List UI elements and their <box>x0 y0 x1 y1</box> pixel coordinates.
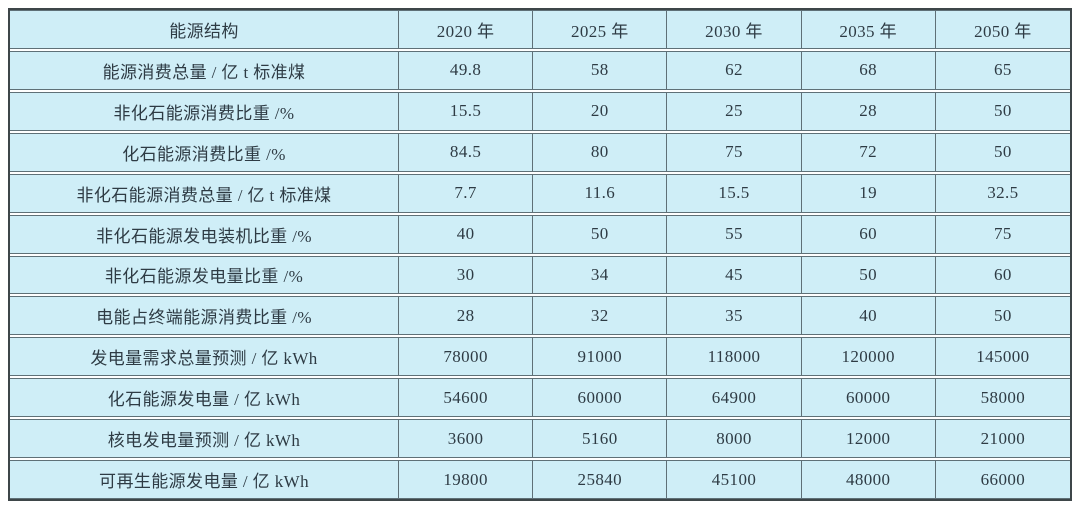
row-label: 化石能源发电量 / 亿 kWh <box>10 378 400 418</box>
table-row-nonfossil-consumption-share: 非化石能源消费比重 /% 15.5 20 25 28 50 <box>10 91 1070 131</box>
table-row-energy-consumption-total: 能源消费总量 / 亿 t 标准煤 49.8 58 62 68 65 <box>10 50 1070 90</box>
table-row-fossil-generation: 化石能源发电量 / 亿 kWh 54600 60000 64900 60000 … <box>10 378 1070 418</box>
table-cell: 80 <box>533 132 668 172</box>
table-cell: 3600 <box>399 419 534 459</box>
table-cell: 50 <box>935 132 1070 172</box>
table-row-nonfossil-generation-share: 非化石能源发电量比重 /% 30 34 45 50 60 <box>10 255 1070 295</box>
table-cell: 49.8 <box>399 50 534 90</box>
table-cell: 54600 <box>399 378 534 418</box>
column-header-2025: 2025 年 <box>533 10 668 49</box>
table-row-electricity-end-use-share: 电能占终端能源消费比重 /% 28 32 35 40 50 <box>10 296 1070 336</box>
table-row-nuclear-generation-forecast: 核电发电量预测 / 亿 kWh 3600 5160 8000 12000 210… <box>10 419 1070 459</box>
table-cell: 28 <box>801 91 936 131</box>
table-cell: 45100 <box>667 460 802 500</box>
table-cell: 34 <box>533 255 668 295</box>
table-row-nonfossil-installed-capacity-share: 非化石能源发电装机比重 /% 40 50 55 60 75 <box>10 214 1070 254</box>
table-cell: 20 <box>533 91 668 131</box>
table-cell: 60 <box>801 214 936 254</box>
column-header-2030: 2030 年 <box>667 10 802 49</box>
table-cell: 72 <box>801 132 936 172</box>
table-cell: 60 <box>935 255 1070 295</box>
table-cell: 66000 <box>935 460 1070 500</box>
table-cell: 25840 <box>533 460 668 500</box>
table-cell: 28 <box>399 296 534 336</box>
column-header-2050: 2050 年 <box>935 10 1070 49</box>
row-label: 可再生能源发电量 / 亿 kWh <box>10 460 400 500</box>
table-cell: 5160 <box>533 419 668 459</box>
table-cell: 55 <box>667 214 802 254</box>
row-label: 电能占终端能源消费比重 /% <box>10 296 400 336</box>
table-cell: 68 <box>801 50 936 90</box>
table-cell: 58000 <box>935 378 1070 418</box>
table-row-generation-demand-forecast: 发电量需求总量预测 / 亿 kWh 78000 91000 118000 120… <box>10 337 1070 377</box>
row-label: 非化石能源发电装机比重 /% <box>10 214 400 254</box>
table-cell: 40 <box>399 214 534 254</box>
row-label: 化石能源消费比重 /% <box>10 132 400 172</box>
table-cell: 91000 <box>533 337 668 377</box>
table-cell: 30 <box>399 255 534 295</box>
table-cell: 40 <box>801 296 936 336</box>
table-cell: 45 <box>667 255 802 295</box>
table-cell: 65 <box>935 50 1070 90</box>
row-label: 非化石能源消费比重 /% <box>10 91 400 131</box>
table-cell: 60000 <box>801 378 936 418</box>
table-cell: 64900 <box>667 378 802 418</box>
table-cell: 35 <box>667 296 802 336</box>
table-cell: 62 <box>667 50 802 90</box>
energy-structure-table: 能源结构 2020 年 2025 年 2030 年 2035 年 2050 年 … <box>8 8 1072 501</box>
table-row-nonfossil-consumption-total: 非化石能源消费总量 / 亿 t 标准煤 7.7 11.6 15.5 19 32.… <box>10 173 1070 213</box>
table-cell: 21000 <box>935 419 1070 459</box>
table-cell: 118000 <box>667 337 802 377</box>
table-row-fossil-consumption-share: 化石能源消费比重 /% 84.5 80 75 72 50 <box>10 132 1070 172</box>
table-header-row: 能源结构 2020 年 2025 年 2030 年 2035 年 2050 年 <box>10 10 1070 49</box>
table-cell: 60000 <box>533 378 668 418</box>
table-cell: 11.6 <box>533 173 668 213</box>
row-label: 核电发电量预测 / 亿 kWh <box>10 419 400 459</box>
table-cell: 50 <box>935 296 1070 336</box>
table-cell: 8000 <box>667 419 802 459</box>
table-cell: 120000 <box>801 337 936 377</box>
row-label: 非化石能源消费总量 / 亿 t 标准煤 <box>10 173 400 213</box>
table-cell: 48000 <box>801 460 936 500</box>
row-label: 能源消费总量 / 亿 t 标准煤 <box>10 50 400 90</box>
table-cell: 32 <box>533 296 668 336</box>
column-header-2020: 2020 年 <box>399 10 534 49</box>
table-cell: 32.5 <box>935 173 1070 213</box>
table-cell: 75 <box>935 214 1070 254</box>
table-cell: 19800 <box>399 460 534 500</box>
table-row-renewable-generation: 可再生能源发电量 / 亿 kWh 19800 25840 45100 48000… <box>10 460 1070 500</box>
column-header-2035: 2035 年 <box>801 10 936 49</box>
table-cell: 15.5 <box>399 91 534 131</box>
table-cell: 15.5 <box>667 173 802 213</box>
table-cell: 50 <box>801 255 936 295</box>
table-cell: 50 <box>533 214 668 254</box>
table-cell: 7.7 <box>399 173 534 213</box>
row-label: 非化石能源发电量比重 /% <box>10 255 400 295</box>
table-cell: 145000 <box>935 337 1070 377</box>
table-cell: 58 <box>533 50 668 90</box>
table-cell: 12000 <box>801 419 936 459</box>
table-cell: 84.5 <box>399 132 534 172</box>
table-cell: 78000 <box>399 337 534 377</box>
table-cell: 25 <box>667 91 802 131</box>
table-cell: 75 <box>667 132 802 172</box>
column-header-energy-structure: 能源结构 <box>10 10 400 49</box>
table-cell: 50 <box>935 91 1070 131</box>
table-cell: 19 <box>801 173 936 213</box>
row-label: 发电量需求总量预测 / 亿 kWh <box>10 337 400 377</box>
